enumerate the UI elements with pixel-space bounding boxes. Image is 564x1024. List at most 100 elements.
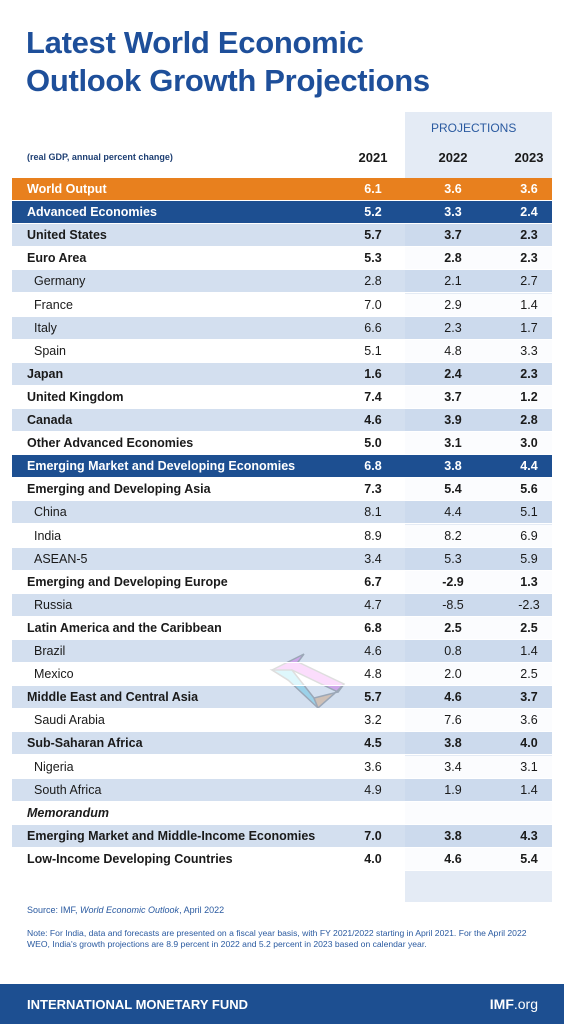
cell-value: 2.3 (520, 251, 538, 266)
row-label: Canada (27, 413, 73, 427)
row-label: Nigeria (34, 759, 74, 774)
cell-value: 3.1 (520, 759, 538, 774)
row-label: United Kingdom (27, 389, 124, 404)
cell-value: 1.9 (444, 782, 462, 797)
cell-value: 3.6 (520, 182, 538, 196)
cell-value: -2.9 (442, 574, 464, 589)
cell-value: 3.3 (520, 343, 538, 358)
row-label: Emerging Market and Developing Economies (27, 459, 296, 474)
cell-value: 3.0 (520, 436, 538, 451)
cell-value: 3.7 (444, 389, 462, 404)
row-label: Brazil (34, 644, 66, 658)
cell-value: 1.7 (520, 320, 538, 335)
table-row: Memorandum (12, 801, 552, 825)
row-label: Middle East and Central Asia (27, 690, 199, 705)
table-row: South Africa 4.9 1.9 1.4 (12, 778, 552, 802)
table-row: Italy 6.6 2.3 1.7 (12, 316, 552, 340)
row-label: Advanced Economies (27, 205, 157, 220)
cell-value: 3.8 (444, 828, 462, 843)
source-text: , April 2022 (179, 905, 225, 915)
cell-value: 6.8 (364, 620, 382, 635)
cell-value: 2.9 (444, 297, 462, 312)
row-label: South Africa (34, 782, 102, 797)
cell-value: 7.6 (444, 713, 462, 728)
cell-value: 5.2 (364, 205, 382, 220)
table-row: Germany 2.8 2.1 2.7 (12, 270, 552, 294)
table-row: Other Advanced Economies 5.0 3.1 3.0 (12, 432, 552, 456)
cell-value: 3.2 (364, 713, 382, 728)
row-label: India (34, 528, 62, 543)
cell-value: 2.5 (444, 620, 462, 635)
table-row: United States 5.7 3.7 2.3 (12, 224, 552, 248)
cell-value: 3.4 (364, 551, 382, 566)
cell-value: 5.7 (364, 228, 382, 243)
table-row: World Output 6.1 3.6 3.6 (12, 178, 552, 201)
table-row: Russia 4.7 -8.5 -2.3 (12, 593, 552, 617)
cell-value: 6.6 (364, 320, 382, 335)
table-row: Saudi Arabia 3.2 7.6 3.6 (12, 709, 552, 733)
cell-value: 2.8 (444, 251, 462, 266)
cell-value: 7.4 (364, 389, 382, 404)
title: Latest World Economic Outlook Growth Pro… (26, 24, 430, 100)
cell-value: 5.0 (364, 436, 382, 451)
cell-value: 3.9 (444, 413, 462, 427)
cell-value: 5.4 (520, 851, 538, 866)
projections-label: PROJECTIONS (431, 121, 517, 135)
cell-value: 5.6 (520, 482, 538, 497)
cell-value: 2.8 (364, 274, 382, 289)
cell-value: 6.8 (364, 459, 382, 474)
source-title: World Economic Outlook (80, 905, 180, 915)
cell-value: 4.6 (444, 851, 462, 866)
cell-value: 7.3 (364, 482, 382, 497)
title-line: Outlook Growth Projections (26, 63, 430, 98)
cell-value: 4.3 (520, 828, 538, 843)
column-header: 2023 (514, 150, 544, 165)
table-row: Advanced Economies 5.2 3.3 2.4 (12, 201, 552, 225)
cell-value: 3.7 (444, 228, 462, 243)
note: Note: For India, data and forecasts are … (27, 928, 527, 949)
cell-value: 4.6 (364, 413, 382, 427)
table-row: Japan 1.6 2.4 2.3 (12, 362, 552, 386)
table-row: Sub-Saharan Africa 4.5 3.8 4.0 (12, 732, 552, 756)
row-label: Memorandum (27, 805, 109, 820)
title-line: Latest World Economic (26, 25, 364, 60)
cell-value: 3.3 (444, 205, 462, 220)
table-row: United Kingdom 7.4 3.7 1.2 (12, 385, 552, 409)
row-label: Japan (27, 366, 64, 381)
cell-value: 3.1 (444, 436, 462, 451)
cell-value: 6.1 (364, 182, 382, 196)
row-label: Russia (34, 597, 73, 612)
cell-value: 4.8 (444, 343, 462, 358)
table-row: Low-Income Developing Countries 4.0 4.6 5.4 (12, 847, 552, 871)
cell-value: 5.7 (364, 690, 382, 705)
table-row: Emerging Market and Developing Economies… (12, 455, 552, 479)
table-row: Emerging Market and Middle-Income Econom… (12, 824, 552, 848)
table-row: Euro Area 5.3 2.8 2.3 (12, 247, 552, 271)
row-label: Italy (34, 320, 57, 335)
cell-value: 8.9 (364, 528, 382, 543)
cell-value: 4.0 (520, 736, 538, 751)
cell-value: -2.3 (518, 597, 540, 612)
cell-value: 1.3 (520, 574, 538, 589)
cell-value: 4.0 (364, 851, 382, 866)
row-label: ASEAN-5 (34, 551, 88, 566)
cell-value: 2.3 (520, 366, 538, 381)
footer-org: INTERNATIONAL MONETARY FUND (27, 997, 248, 1012)
cell-value: 6.9 (520, 528, 538, 543)
row-label: Germany (34, 274, 86, 289)
footer-site-light: .org (513, 996, 538, 1012)
cell-value: 2.3 (520, 228, 538, 243)
cell-value: 3.8 (444, 736, 462, 751)
cell-value: 5.1 (364, 343, 382, 358)
cell-value: 2.1 (444, 274, 462, 289)
cell-value: 5.3 (364, 251, 382, 266)
table-row: Latin America and the Caribbean 6.8 2.5 2.5 (12, 616, 552, 640)
cell-value: 6.7 (364, 574, 382, 589)
row-label: Spain (34, 343, 66, 358)
source: Source: IMF, World Economic Outlook, Apr… (27, 905, 224, 915)
row-label: World Output (27, 182, 107, 196)
cell-value: 2.4 (520, 205, 538, 220)
row-label: Mexico (34, 667, 74, 682)
cell-value: 7.0 (364, 828, 382, 843)
